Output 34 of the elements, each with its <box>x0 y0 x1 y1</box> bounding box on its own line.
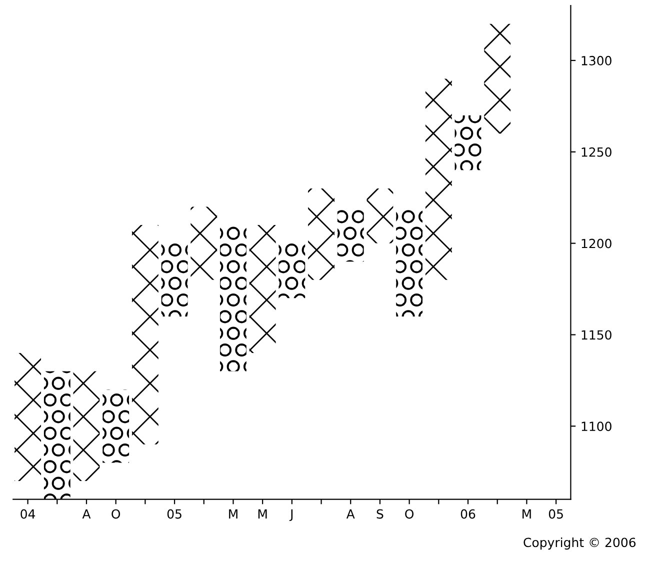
bar <box>366 188 394 244</box>
bar <box>132 225 158 444</box>
y-tick-label: 1200 <box>582 238 612 248</box>
x-tick-label: M <box>258 509 267 519</box>
y-tick-label: 1300 <box>582 56 612 66</box>
bar <box>484 24 511 134</box>
text: Copyright © 2006 <box>524 537 636 550</box>
bar <box>190 206 218 280</box>
x-tick-label: 06 <box>460 509 476 519</box>
x-tick-label: M <box>229 509 238 519</box>
x-tick-label: A <box>82 509 91 519</box>
x-tick-label: J <box>289 509 293 522</box>
y-tick-label: 1150 <box>582 330 612 340</box>
y-tick-label: 1250 <box>582 147 612 157</box>
x-tick-label: 04 <box>20 509 36 519</box>
bar <box>102 390 130 463</box>
bar <box>425 78 452 280</box>
x-tick-label: O <box>112 509 120 519</box>
bar <box>454 115 482 170</box>
bar <box>249 225 276 354</box>
bar <box>44 371 70 500</box>
x-tick-label: O <box>405 509 414 519</box>
bar <box>308 188 334 280</box>
y-tick-label: 1100 <box>582 422 612 432</box>
x-tick-label: A <box>346 509 355 519</box>
x-tick-label: 05 <box>548 509 563 519</box>
bar <box>278 243 306 298</box>
x-tick-label: 05 <box>167 509 182 519</box>
bar <box>220 225 246 372</box>
x-tick-label: S <box>376 509 384 519</box>
bar <box>73 371 100 482</box>
bar <box>161 243 188 316</box>
bar <box>14 353 41 482</box>
x-tick-label: M <box>522 509 531 519</box>
